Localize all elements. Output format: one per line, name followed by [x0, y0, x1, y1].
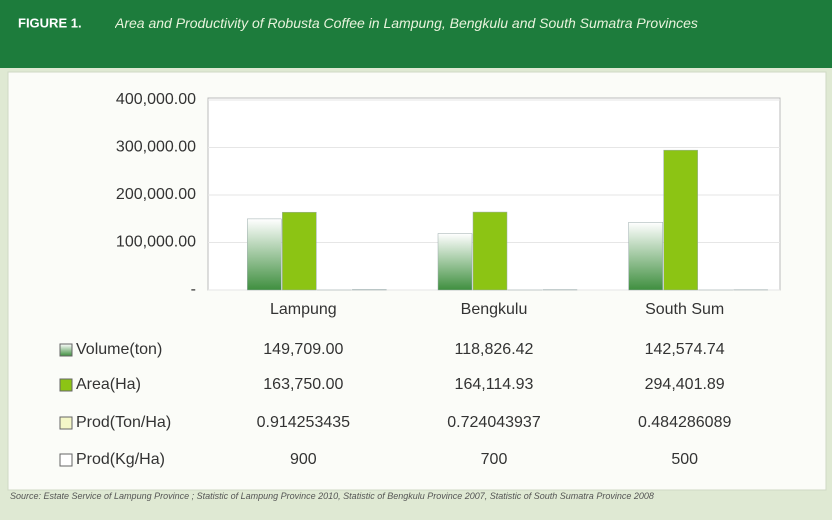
- table-cell: 0.724043937: [447, 414, 541, 431]
- x-tick-label: Lampung: [270, 301, 337, 318]
- y-tick-label: 400,000.00: [116, 91, 196, 108]
- table-cell: 900: [290, 451, 317, 468]
- x-tick-label: South Sum: [645, 301, 724, 318]
- header-bar: [0, 0, 832, 68]
- legend-key: [59, 416, 73, 430]
- legend-label: Area(Ha): [76, 376, 141, 393]
- table-cell: 163,750.00: [263, 376, 343, 393]
- source-box: Source: Estate Service of Lampung Provin…: [10, 491, 654, 501]
- x-tick-label: Bengkulu: [461, 301, 528, 318]
- chart-title: Area and Productivity of Robusta Coffee …: [115, 15, 698, 31]
- table-cell: 0.914253435: [257, 414, 351, 431]
- legend-label: Volume(ton): [76, 341, 162, 358]
- legend-key: [59, 343, 73, 357]
- bar: [663, 149, 698, 291]
- figure-label: FIGURE 1.: [18, 15, 82, 30]
- legend-label: Prod(Ton/Ha): [76, 414, 171, 431]
- table-cell: 700: [481, 451, 508, 468]
- source: Source: Estate Service of Lampung Provin…: [10, 491, 654, 501]
- title-box: Area and Productivity of Robusta Coffee …: [115, 15, 698, 31]
- table-cell: 164,114.93: [455, 376, 534, 393]
- table-cell: 149,709.00: [263, 341, 343, 358]
- bar: [628, 222, 663, 291]
- y-tick-label: -: [191, 281, 196, 298]
- legend-key: [59, 453, 73, 467]
- table-cell: 0.484286089: [638, 414, 732, 431]
- bar: [282, 211, 317, 291]
- bar: [247, 218, 282, 291]
- bar: [472, 211, 508, 291]
- table-cell: 500: [671, 451, 698, 468]
- table-cell: 118,826.42: [455, 341, 534, 358]
- table-cell: 142,574.74: [645, 341, 725, 358]
- y-tick-label: 300,000.00: [116, 139, 196, 156]
- y-tick-label: 100,000.00: [116, 234, 196, 251]
- y-tick-label: 200,000.00: [116, 186, 196, 203]
- table-cell: 294,401.89: [645, 376, 725, 393]
- legend-key: [59, 378, 73, 392]
- bar: [437, 233, 473, 291]
- legend-label: Prod(Kg/Ha): [76, 451, 165, 468]
